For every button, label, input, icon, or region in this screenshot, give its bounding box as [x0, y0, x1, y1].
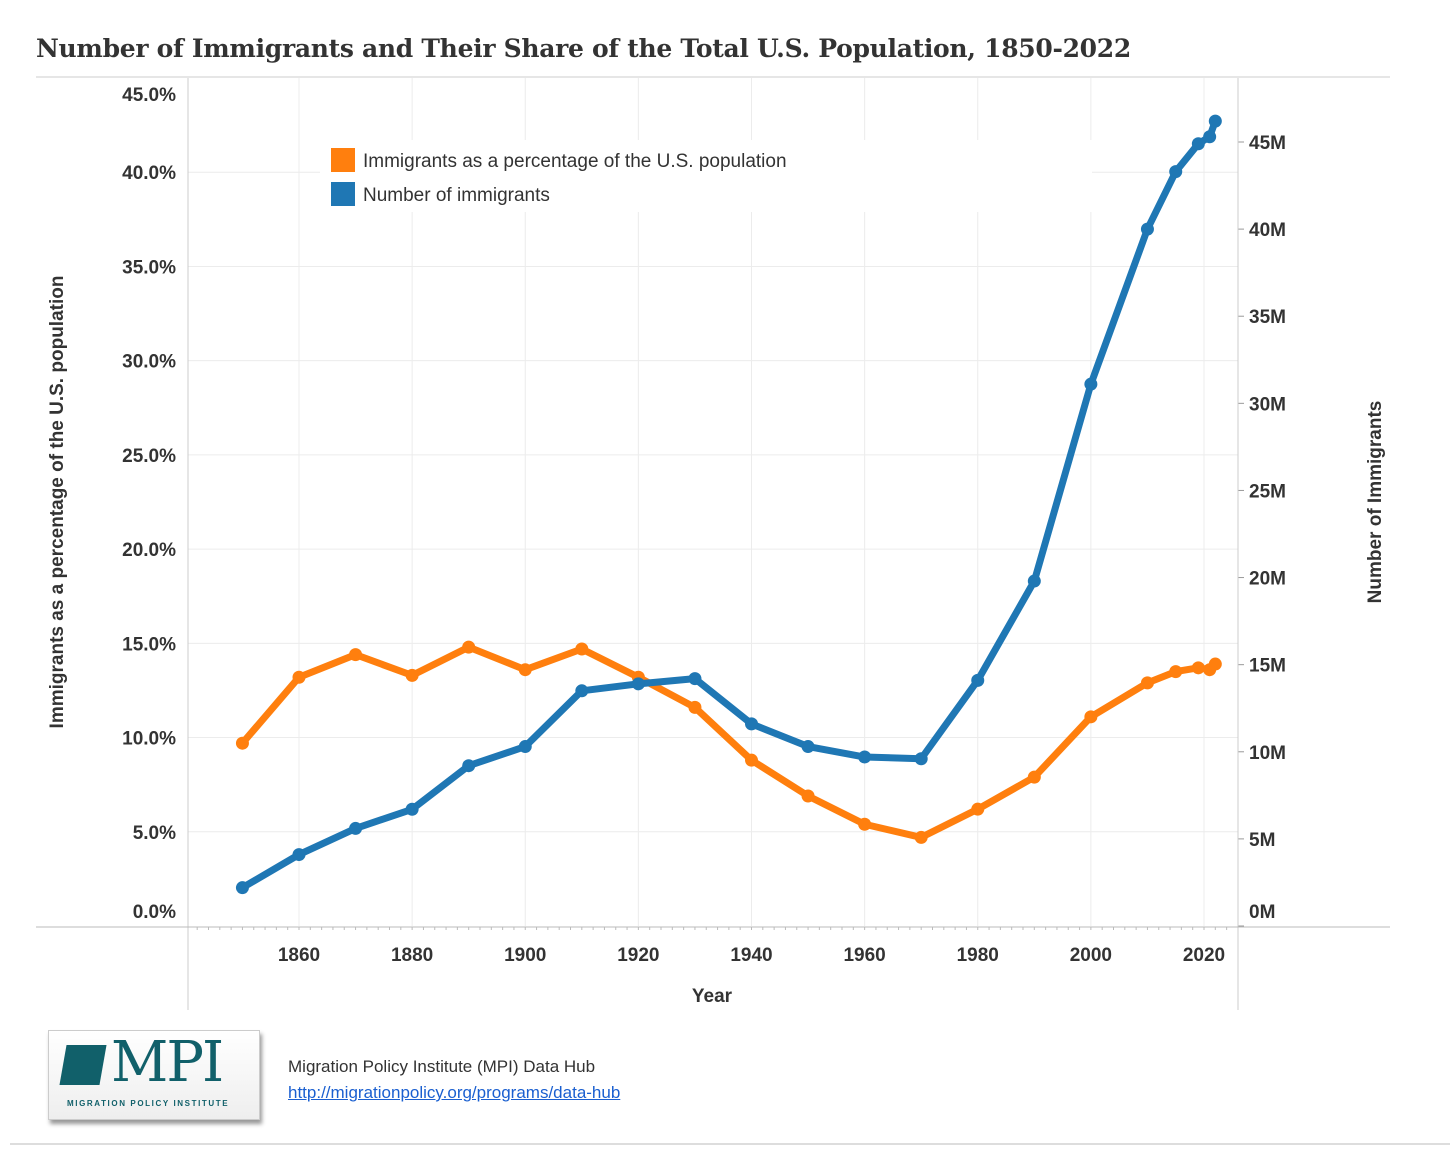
- data-point-percentage-1870: [349, 648, 363, 662]
- data-point-number-2022: [1208, 114, 1222, 128]
- data-point-number-1970: [914, 752, 928, 766]
- y-right-tick-label: 10M: [1249, 743, 1286, 764]
- data-point-percentage-1940: [745, 753, 758, 767]
- x-tick-label: 1880: [391, 945, 433, 966]
- data-point-number-1940: [745, 717, 758, 731]
- data-point-number-1900: [518, 740, 532, 754]
- data-point-percentage-1860: [292, 670, 306, 684]
- logo-text: MPI: [111, 1030, 224, 1095]
- data-point-number-1930: [688, 672, 702, 686]
- data-point-percentage-1910: [575, 642, 589, 656]
- legend-background: [320, 140, 1092, 212]
- data-point-percentage-2015: [1169, 665, 1183, 679]
- y-left-tick-label: 20.0%: [122, 540, 176, 561]
- y-right-tick-label: 15M: [1249, 656, 1286, 677]
- data-point-percentage-1890: [462, 640, 476, 654]
- legend-label: Immigrants as a percentage of the U.S. p…: [363, 151, 787, 172]
- data-point-number-1870: [349, 821, 363, 835]
- y-right-tick-label: 0M: [1249, 902, 1275, 923]
- x-tick-label: 2020: [1183, 945, 1225, 966]
- data-point-number-1890: [462, 759, 476, 773]
- data-point-number-1990: [1027, 574, 1041, 588]
- x-axis-title: Year: [692, 986, 733, 1007]
- y-left-axis-title: Immigrants as a percentage of the U.S. p…: [47, 276, 68, 729]
- data-point-percentage-1880: [405, 668, 419, 682]
- data-point-percentage-1990: [1027, 770, 1041, 784]
- y-left-tick-label: 10.0%: [122, 729, 176, 750]
- data-point-number-2000: [1084, 377, 1098, 391]
- data-point-number-2015: [1169, 165, 1183, 179]
- x-tick-label: 1940: [730, 945, 772, 966]
- data-point-number-1950: [801, 740, 815, 754]
- y-left-tick-label: 40.0%: [122, 163, 176, 184]
- data-point-percentage-2022: [1208, 657, 1222, 671]
- x-tick-label: 2000: [1070, 945, 1112, 966]
- y-left-tick-label: 5.0%: [133, 823, 176, 844]
- data-point-number-2019: [1191, 137, 1205, 151]
- logo-subtext: MIGRATION POLICY INSTITUTE: [67, 1099, 230, 1108]
- y-left-tick-label: 15.0%: [122, 634, 176, 655]
- y-right-tick-label: 40M: [1249, 220, 1286, 241]
- x-tick-label: 1960: [843, 945, 885, 966]
- y-left-tick-label: 25.0%: [122, 446, 176, 467]
- y-right-tick-label: 25M: [1249, 481, 1286, 502]
- y-right-tick-label: 20M: [1249, 569, 1286, 590]
- y-right-tick-label: 45M: [1249, 133, 1286, 154]
- x-tick-label: 1900: [504, 945, 546, 966]
- divider: [10, 1143, 1450, 1145]
- x-tick-label: 1980: [957, 945, 999, 966]
- y-left-tick-label: 30.0%: [122, 352, 176, 373]
- logo-mark-icon: [59, 1045, 107, 1085]
- data-point-number-1910: [575, 684, 589, 698]
- data-point-number-1880: [405, 802, 419, 816]
- y-right-tick-label: 30M: [1249, 394, 1286, 415]
- data-point-percentage-1950: [801, 789, 815, 803]
- data-point-number-2021: [1203, 130, 1217, 144]
- series-line-number: [238, 117, 1219, 892]
- y-right-axis-title: Number of Immigrants: [1365, 401, 1386, 604]
- data-point-percentage-2010: [1140, 676, 1154, 690]
- data-point-number-1960: [858, 750, 872, 764]
- y-left-tick-label: 0.0%: [133, 902, 176, 923]
- y-left-tick-label: 35.0%: [122, 257, 176, 278]
- data-point-number-1980: [971, 673, 985, 687]
- legend-label: Number of immigrants: [363, 185, 550, 206]
- x-tick-label: 1920: [617, 945, 659, 966]
- source-text: Migration Policy Institute (MPI) Data Hu…: [288, 1057, 596, 1076]
- data-point-percentage-1930: [688, 700, 702, 714]
- data-point-percentage-2000: [1084, 710, 1098, 724]
- data-point-percentage-2019: [1191, 661, 1205, 675]
- data-point-percentage-1980: [971, 802, 985, 816]
- x-tick-label: 1860: [278, 945, 320, 966]
- legend-swatch: [331, 182, 355, 206]
- data-point-percentage-1850: [235, 736, 249, 750]
- data-point-percentage-1970: [914, 830, 928, 844]
- legend-swatch: [331, 148, 355, 172]
- data-point-percentage-1960: [858, 817, 872, 831]
- data-point-percentage-1900: [518, 663, 532, 677]
- data-point-number-2010: [1140, 222, 1154, 236]
- y-right-tick-label: 35M: [1249, 307, 1286, 328]
- series-line-percentage: [238, 643, 1219, 841]
- y-right-tick-label: 5M: [1249, 830, 1275, 851]
- data-hub-link[interactable]: http://migrationpolicy.org/programs/data…: [288, 1083, 621, 1102]
- mpi-logo: MPI MIGRATION POLICY INSTITUTE: [48, 1030, 260, 1120]
- chart-title: Number of Immigrants and Their Share of …: [36, 34, 1131, 63]
- data-point-number-1920: [631, 677, 645, 691]
- data-point-number-1850: [235, 881, 249, 895]
- data-point-number-1860: [292, 848, 306, 862]
- y-left-tick-label: 45.0%: [122, 85, 176, 106]
